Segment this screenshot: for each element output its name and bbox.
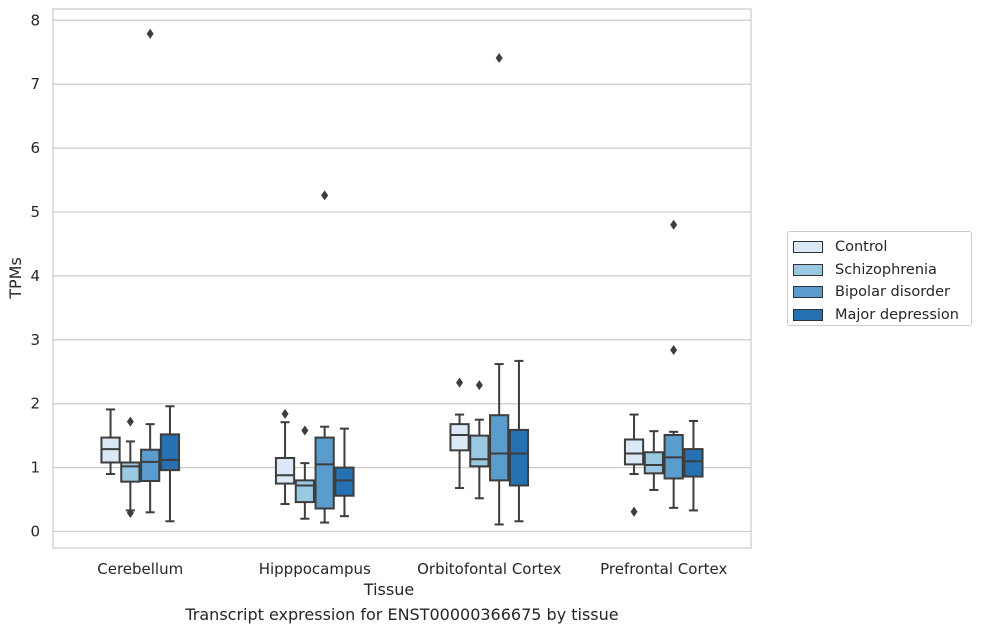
legend-item: Schizophrenia (788, 259, 971, 282)
box-iqr (643, 451, 664, 475)
legend-swatch (793, 263, 823, 276)
legend-label: Control (835, 239, 888, 256)
legend-swatch (793, 286, 823, 299)
outlier-point (670, 345, 678, 356)
outlier-point (456, 377, 464, 388)
y-tick-label: 1 (30, 459, 40, 477)
x-tick-labels: Cerebellum Hipppocampus Orbitofontal Corte… (97, 560, 727, 578)
x-tick-label: Cerebellum (97, 560, 183, 578)
y-tick-label: 7 (30, 75, 40, 93)
box-iqr (508, 428, 530, 487)
legend-label: Bipolar disorder (835, 284, 950, 301)
outlier-point (126, 416, 134, 427)
box-iqr (469, 434, 490, 468)
y-tick-label: 5 (30, 203, 40, 221)
outlier-point (630, 506, 638, 517)
legend-item: Bipolar disorder (788, 281, 971, 304)
y-tick-label: 2 (30, 395, 40, 413)
box-major-depression (508, 359, 530, 523)
x-tick-label: Hipppocampus (259, 560, 371, 578)
box-major-depression (159, 405, 181, 523)
y-tick-labels: 0 1 2 3 4 5 6 7 8 (30, 11, 40, 540)
y-axis-label: TPMs (6, 257, 25, 300)
box-iqr (449, 423, 470, 452)
outlier-point (495, 53, 503, 64)
box-schizophrenia (643, 430, 664, 491)
box-iqr (623, 438, 645, 466)
y-tick-label: 0 (30, 523, 40, 541)
box-bipolar-disorder (314, 190, 335, 524)
box-iqr (334, 466, 355, 497)
box-iqr (294, 479, 315, 504)
boxes (100, 28, 704, 526)
box-iqr (489, 414, 510, 482)
x-tick-label: Prefrontal Cortex (600, 560, 727, 578)
legend-swatch (793, 308, 823, 321)
outlier-point (126, 507, 134, 518)
y-tick-label: 4 (30, 267, 40, 285)
box-bipolar-disorder (489, 53, 510, 526)
x-tick-label: Orbitofontal Cortex (417, 560, 561, 578)
box-iqr (274, 457, 296, 485)
legend-label: Major depression (835, 306, 959, 323)
outlier-point (670, 219, 678, 230)
outlier-point (301, 425, 309, 436)
box-major-depression (683, 419, 704, 512)
box-iqr (159, 433, 181, 472)
y-tick-label: 8 (30, 11, 40, 29)
box-control (100, 408, 121, 475)
outlier-point (321, 190, 329, 201)
box-control (274, 408, 296, 506)
box-major-depression (334, 427, 355, 518)
legend-label: Schizophrenia (835, 261, 937, 278)
box-control (449, 377, 470, 490)
outlier-point (281, 408, 289, 419)
box-iqr (314, 436, 335, 510)
plot-area-frame (52, 8, 752, 549)
box-schizophrenia (469, 380, 490, 500)
outlier-point (475, 380, 483, 391)
box-schizophrenia (120, 416, 141, 518)
legend-swatch (793, 241, 823, 254)
x-axis-label: Tissue (363, 580, 414, 599)
box-bipolar-disorder (663, 219, 684, 509)
box-iqr (683, 448, 704, 478)
legend: Control Schizophrenia Bipolar disorder Majo… (787, 231, 972, 326)
box-control (623, 413, 645, 517)
outlier-point (146, 28, 154, 39)
y-tick-label: 6 (30, 139, 40, 157)
chart-caption: Transcript expression for ENST0000036667… (185, 605, 619, 624)
legend-item: Major depression (788, 304, 971, 327)
box-bipolar-disorder (140, 28, 161, 514)
legend-item: Control (788, 236, 971, 259)
y-tick-label: 3 (30, 331, 40, 349)
box-schizophrenia (294, 425, 315, 520)
box-iqr (140, 448, 161, 483)
